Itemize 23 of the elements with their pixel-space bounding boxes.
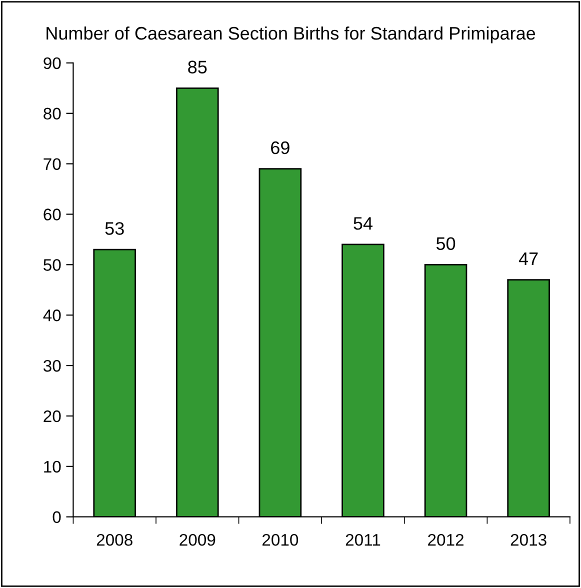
y-tick-label: 30 <box>44 360 61 372</box>
x-tick-label: 2010 <box>262 534 298 546</box>
data-label: 53 <box>105 222 124 235</box>
x-tick-label: 2013 <box>510 534 546 546</box>
data-label: 50 <box>436 237 456 250</box>
y-tick-label: 60 <box>44 208 61 220</box>
y-tick-label: 0 <box>52 511 61 524</box>
x-tick-label: 2012 <box>428 534 464 546</box>
x-tick-label: 2008 <box>96 534 132 546</box>
y-tick-label: 40 <box>43 310 61 322</box>
y-tick-label: 50 <box>44 259 61 271</box>
data-label: 54 <box>354 217 372 230</box>
y-tick-label: 10 <box>44 460 61 473</box>
data-label: 69 <box>271 141 290 154</box>
y-tick-label: 80 <box>44 108 61 120</box>
data-label: 85 <box>188 60 207 74</box>
data-label: 47 <box>518 252 538 265</box>
x-tick-label: 2011 <box>346 534 380 546</box>
x-tick-label: 2009 <box>180 534 216 546</box>
y-tick-label: 20 <box>44 410 61 422</box>
chart-title: Number of Caesarean Section Births for Standard Primiparae <box>46 26 536 44</box>
y-tick-label: 90 <box>44 57 61 70</box>
y-tick-label: 70 <box>44 158 61 170</box>
